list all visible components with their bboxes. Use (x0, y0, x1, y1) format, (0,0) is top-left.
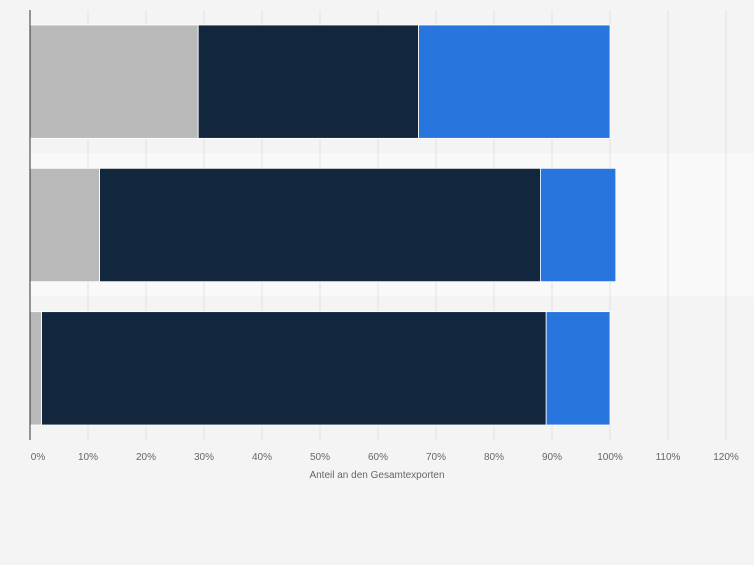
x-tick-label: 70% (426, 452, 446, 463)
x-tick-label: 30% (194, 452, 214, 463)
bar-segment (99, 167, 541, 283)
bar-segment (29, 311, 43, 426)
bars (29, 24, 617, 426)
x-tick-label: 100% (597, 452, 623, 463)
x-tick-label: 110% (656, 452, 681, 463)
x-tick-labels: 0% 10% 20% 30% 40% 50% 60% 70% 80% 90% 100% 110% 120… (31, 452, 739, 463)
bar-segment (197, 24, 419, 139)
bar-segment (540, 167, 617, 283)
x-tick-label: 50% (310, 452, 330, 463)
x-tick-label: 20% (136, 452, 156, 463)
x-tick-label: 60% (368, 452, 388, 463)
x-tick-label: 80% (484, 452, 504, 463)
x-tick-label: 40% (252, 452, 272, 463)
x-tick-label: 120% (713, 452, 739, 463)
x-tick-label: 10% (78, 452, 98, 463)
x-axis-title: Anteil an den Gesamtexporten (309, 470, 444, 481)
x-tick-label: 0% (31, 452, 46, 463)
bar-segment (418, 24, 611, 139)
bar-segment (545, 311, 611, 426)
x-tick-label: 90% (542, 452, 562, 463)
bar-segment (29, 167, 100, 283)
bar-segment (29, 24, 199, 139)
bar-segment (41, 311, 547, 426)
